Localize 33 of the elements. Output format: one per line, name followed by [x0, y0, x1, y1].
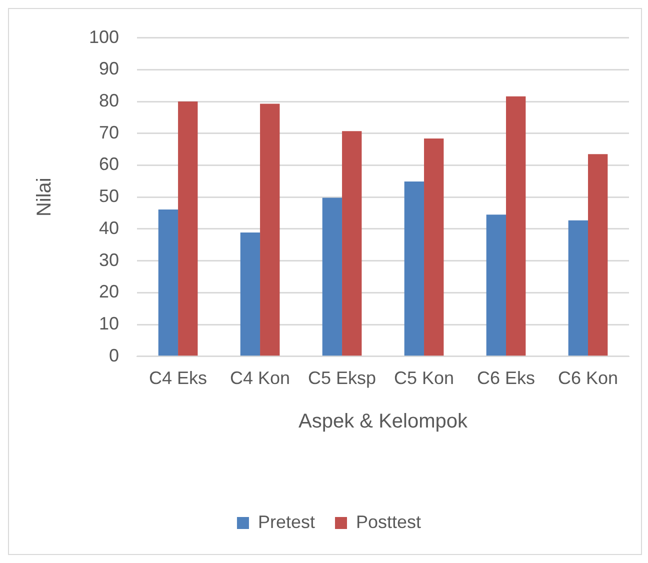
bar	[424, 138, 444, 356]
legend-label: Posttest	[356, 512, 422, 532]
y-tick-label: 90	[99, 58, 120, 79]
x-tick-label: C5 Kon	[394, 368, 454, 388]
x-tick-label: C5 Eksp	[308, 368, 376, 388]
x-tick-label: C4 Eks	[149, 368, 208, 388]
x-tick-label: C6 Eks	[476, 368, 536, 388]
y-tick-label: 20	[99, 282, 120, 302]
y-tick-label: 10	[99, 314, 120, 334]
y-tick-label: 50	[99, 186, 120, 206]
y-tick-label: 100	[88, 26, 120, 47]
x-tick-label: C6 Kon	[558, 368, 618, 388]
bar	[178, 102, 198, 356]
bar	[342, 131, 362, 356]
x-axis-title: Aspek & Kelompok	[298, 410, 468, 433]
bar	[588, 154, 608, 356]
y-tick-label: 30	[99, 250, 120, 270]
y-tick-label: 70	[99, 122, 120, 142]
y-tick-label: 0	[109, 345, 120, 366]
y-tick-label: 40	[99, 218, 120, 238]
x-tick-label: C4 Kon	[230, 368, 290, 388]
bar	[486, 214, 506, 356]
bar	[240, 232, 260, 356]
y-tick-label: 60	[99, 154, 120, 174]
bar	[506, 96, 526, 356]
y-tick-label: 80	[99, 90, 120, 110]
bar	[260, 104, 280, 356]
bar	[568, 220, 588, 356]
bar	[404, 181, 424, 356]
legend-label: Pretest	[258, 512, 316, 532]
y-axis-title: Nilai	[34, 178, 56, 217]
bar	[322, 198, 342, 356]
bar	[158, 210, 178, 356]
